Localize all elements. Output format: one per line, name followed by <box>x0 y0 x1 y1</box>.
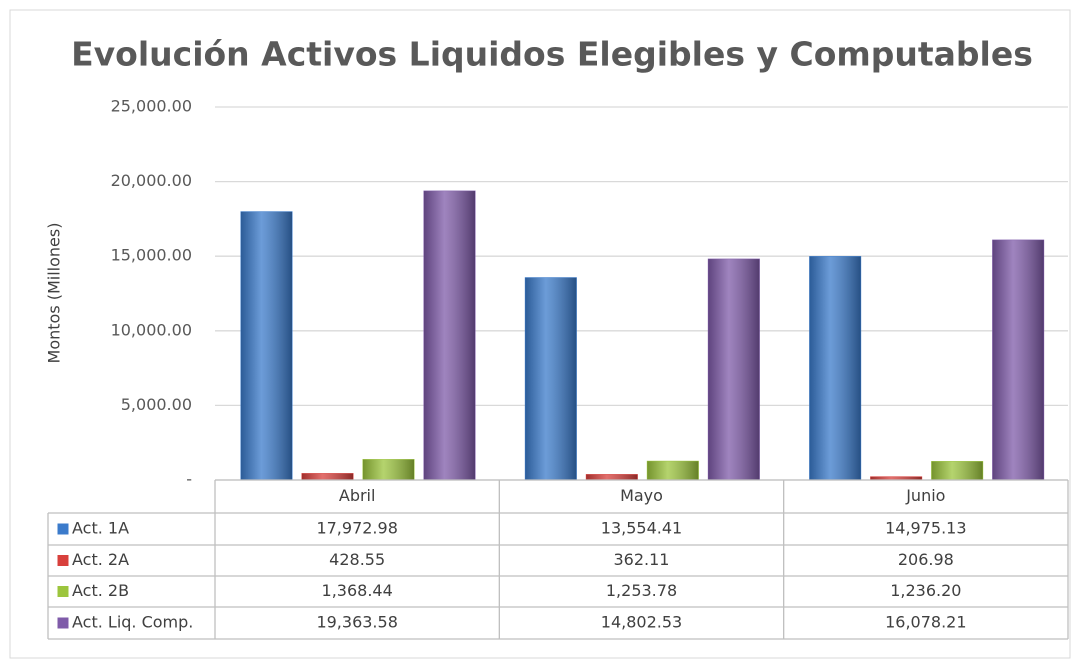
x-tick-label: Mayo <box>620 486 663 505</box>
bar-shade <box>708 259 760 480</box>
x-tick-label: Abril <box>339 486 376 505</box>
y-tick-label: 5,000.00 <box>121 395 192 414</box>
legend-key <box>57 617 69 629</box>
data-label: 14,975.13 <box>885 519 966 538</box>
bar-shade <box>647 461 699 480</box>
data-label: 362.11 <box>614 550 670 569</box>
legend-label: Act. Liq. Comp. <box>72 613 193 632</box>
data-label: 16,078.21 <box>885 613 966 632</box>
y-tick-label: 20,000.00 <box>111 171 192 190</box>
data-label: 1,253.78 <box>606 581 677 600</box>
data-label: 19,363.58 <box>316 613 397 632</box>
data-label: 1,368.44 <box>322 581 393 600</box>
bar-shade <box>809 256 861 480</box>
bar-shade <box>302 473 353 480</box>
bar-shade <box>241 211 292 480</box>
legend-label: Act. 1A <box>72 519 129 538</box>
bar-shade <box>363 459 414 480</box>
x-tick-label: Junio <box>905 486 945 505</box>
legend-key <box>57 586 69 597</box>
bar-shade <box>992 240 1044 480</box>
y-tick-label: 25,000.00 <box>111 97 192 116</box>
bar-shade <box>870 476 922 480</box>
y-tick-label: 15,000.00 <box>111 246 192 265</box>
data-label: 17,972.98 <box>316 519 397 538</box>
bar-shade <box>586 474 638 480</box>
bar-shade <box>931 461 983 480</box>
chart-title: Evolución Activos Liquidos Elegibles y C… <box>71 35 1033 74</box>
data-label: 13,554.41 <box>601 519 682 538</box>
bar-shade <box>424 191 475 480</box>
legend-key <box>57 523 69 535</box>
data-label: 14,802.53 <box>601 613 682 632</box>
legend-label: Act. 2B <box>72 581 129 600</box>
data-label: 1,236.20 <box>890 581 961 600</box>
bar-shade <box>525 277 577 480</box>
data-label: 428.55 <box>329 550 385 569</box>
y-tick-label: 10,000.00 <box>111 320 192 339</box>
data-label: 206.98 <box>898 550 954 569</box>
legend-key <box>57 555 69 566</box>
y-tick-label: - <box>186 470 192 489</box>
legend-label: Act. 2A <box>72 550 129 569</box>
y-axis-title: Montos (Millones) <box>45 223 64 364</box>
